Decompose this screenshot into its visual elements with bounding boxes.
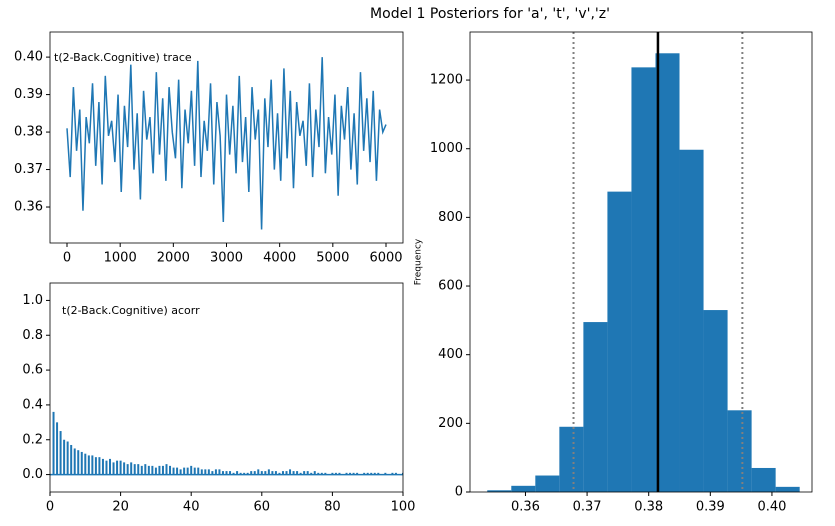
axes-frame: [49, 31, 404, 244]
axes-frame: [469, 31, 813, 493]
y-tick-label: 0.0: [22, 467, 43, 482]
hist-bar: [751, 467, 776, 492]
x-tick-label: 0.38: [634, 500, 663, 515]
x-tick-label: 40: [183, 500, 200, 515]
x-tick-label: 0.40: [757, 500, 786, 515]
hist-bar: [487, 490, 512, 492]
x-tick-label: 0.39: [696, 500, 725, 515]
y-tick-label: 0: [455, 485, 463, 500]
hist-bar: [631, 67, 656, 492]
annotation: t(2-Back.Cognitive) trace: [54, 51, 192, 64]
y-tick-label: 200: [438, 416, 463, 431]
x-tick-label: 6000: [369, 251, 402, 266]
y-tick-label: 0.39: [14, 87, 43, 102]
y-tick-label: 600: [438, 279, 463, 294]
y-tick-label: 0.4: [22, 397, 43, 412]
x-tick-label: 0: [63, 251, 71, 266]
x-tick-label: 1000: [104, 251, 137, 266]
trace-line: [66, 57, 387, 230]
x-tick-label: 2000: [157, 251, 190, 266]
figure-title: Model 1 Posteriors for 'a', 't', 'v','z': [370, 6, 610, 22]
y-tick-label: 400: [438, 347, 463, 362]
hist-bar: [511, 485, 536, 492]
x-tick-label: 3000: [210, 251, 243, 266]
hist-bar: [535, 475, 560, 492]
x-tick-label: 4000: [263, 251, 296, 266]
x-tick-label: 20: [112, 500, 129, 515]
x-tick-label: 60: [254, 500, 271, 515]
hist-bar: [703, 310, 728, 492]
hist-bar: [775, 486, 800, 492]
x-tick-label: 5000: [316, 251, 349, 266]
y-tick-label: 0.38: [14, 125, 43, 140]
hist-bar: [559, 426, 584, 492]
hist-bar: [655, 53, 680, 492]
y-axis-label: Frequency: [414, 238, 424, 285]
y-tick-label: 0.37: [14, 162, 43, 177]
y-tick-label: 1000: [430, 141, 463, 156]
y-tick-label: 0.40: [14, 50, 43, 65]
y-tick-label: 800: [438, 210, 463, 225]
hist-bar: [607, 191, 632, 492]
x-tick-label: 0: [46, 500, 54, 515]
hist-bar: [727, 410, 752, 492]
y-tick-label: 0.6: [22, 363, 43, 378]
y-tick-label: 1200: [430, 73, 463, 88]
axes-frame: [49, 282, 404, 493]
annotation: t(2-Back.Cognitive) acorr: [62, 304, 200, 317]
x-tick-label: 80: [324, 500, 341, 515]
hist-bar: [679, 149, 704, 492]
y-tick-label: 1.0: [22, 293, 43, 308]
y-tick-label: 0.8: [22, 328, 43, 343]
x-tick-label: 0.37: [573, 500, 602, 515]
hist-bar: [583, 322, 608, 492]
y-tick-label: 0.36: [14, 200, 43, 215]
x-tick-label: 100: [391, 500, 416, 515]
y-tick-label: 0.2: [22, 432, 43, 447]
x-tick-label: 0.36: [511, 500, 540, 515]
